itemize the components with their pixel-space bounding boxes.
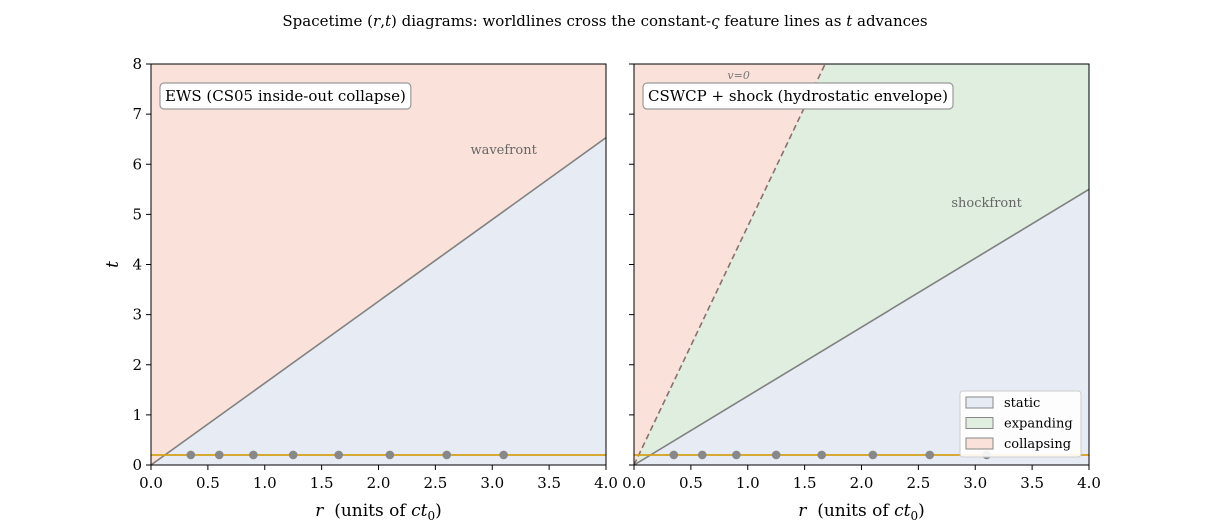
y-tick-label: 4 (132, 256, 142, 274)
y-tick-label: 6 (132, 155, 142, 173)
legend: static expanding collapsing (959, 390, 1082, 458)
y-tick-label: 0 (132, 456, 142, 474)
worldline-dot-1 (697, 450, 707, 460)
x-tick-label: 4.0 (594, 474, 618, 492)
x-axis-label: r (units of ct0) (315, 501, 441, 523)
worldline-dot-3 (288, 450, 298, 460)
region-collapsing (151, 64, 606, 465)
worldline-dot-0 (669, 450, 679, 460)
x-tick-label: 1.5 (310, 474, 334, 492)
worldline-dot-6 (442, 450, 452, 460)
legend-swatch-static (965, 396, 994, 409)
y-tick-label: 8 (132, 55, 142, 73)
panel-ews: wavefront EWS (CS05 inside-out collapse) 0… (103, 55, 618, 523)
panel-cswcp: shockfront v=0 CSWCP + shock (hydrostatic … (622, 63, 1101, 523)
feature-line-wavefront (151, 137, 606, 465)
feature-line-v0 (634, 64, 826, 465)
x-tick-label: 0.0 (139, 474, 163, 492)
legend-swatch-expanding (965, 417, 994, 429)
annotation-v0: v=0 (727, 69, 749, 82)
worldline-dot-1 (214, 450, 224, 460)
worldline-dot-4 (817, 450, 826, 460)
x-tick-label: 3.5 (537, 474, 561, 492)
worldline-dot-5 (385, 450, 395, 460)
legend-label-static: static (1004, 396, 1040, 411)
x-tick-label: 0.5 (679, 474, 703, 492)
annotation-wavefront: wavefront (470, 143, 537, 158)
y-tick-label: 3 (132, 306, 142, 324)
x-tick-label: 3.0 (963, 474, 987, 492)
x-tick-label: 1.0 (253, 474, 277, 492)
y-tick-label: 5 (132, 205, 142, 223)
worldline-dot-2 (732, 450, 741, 460)
x-tick-label: 2.5 (906, 474, 930, 492)
x-tick-label: 2.5 (423, 474, 447, 492)
worldline-dot-0 (186, 450, 196, 460)
feature-line-shockfront (634, 188, 1089, 465)
legend-swatch-collapsing (965, 437, 994, 450)
plot-area (151, 64, 606, 465)
y-tick-label: 7 (132, 105, 142, 123)
worldline-dot-2 (249, 450, 258, 460)
x-tick-label: 3.5 (1020, 474, 1044, 492)
x-tick-label: 3.0 (480, 474, 504, 492)
x-tick-label: 1.5 (793, 474, 817, 492)
panel-label-box (642, 82, 954, 110)
panel-label-box (159, 82, 412, 110)
x-tick-label: 2.0 (367, 474, 391, 492)
worldline-dot-3 (771, 450, 781, 460)
panel-label: CSWCP + shock (hydrostatic envelope) (648, 87, 948, 105)
annotation-shockfront: shockfront (951, 196, 1022, 211)
x-tick-label: 4.0 (1077, 474, 1101, 492)
region-expanding (634, 64, 1089, 465)
y-tick-label: 1 (132, 406, 142, 424)
panel-label: EWS (CS05 inside-out collapse) (165, 87, 406, 105)
y-axis-label: t (103, 261, 123, 268)
x-tick-label: 1.0 (736, 474, 760, 492)
legend-label-collapsing: collapsing (1004, 437, 1071, 452)
figure-title: Spacetime (r,t) diagrams: worldlines cro… (282, 12, 927, 30)
worldline-dot-6 (925, 450, 935, 460)
worldline-dot-5 (868, 450, 878, 460)
x-tick-label: 0.5 (196, 474, 220, 492)
worldline-dot-7 (499, 450, 508, 460)
x-tick-label: 0.0 (622, 474, 646, 492)
x-tick-label: 2.0 (850, 474, 874, 492)
y-tick-label: 2 (132, 356, 142, 374)
x-axis-label: r (units of ct0) (798, 501, 924, 523)
worldline-dot-4 (334, 450, 343, 460)
legend-label-expanding: expanding (1004, 417, 1073, 432)
